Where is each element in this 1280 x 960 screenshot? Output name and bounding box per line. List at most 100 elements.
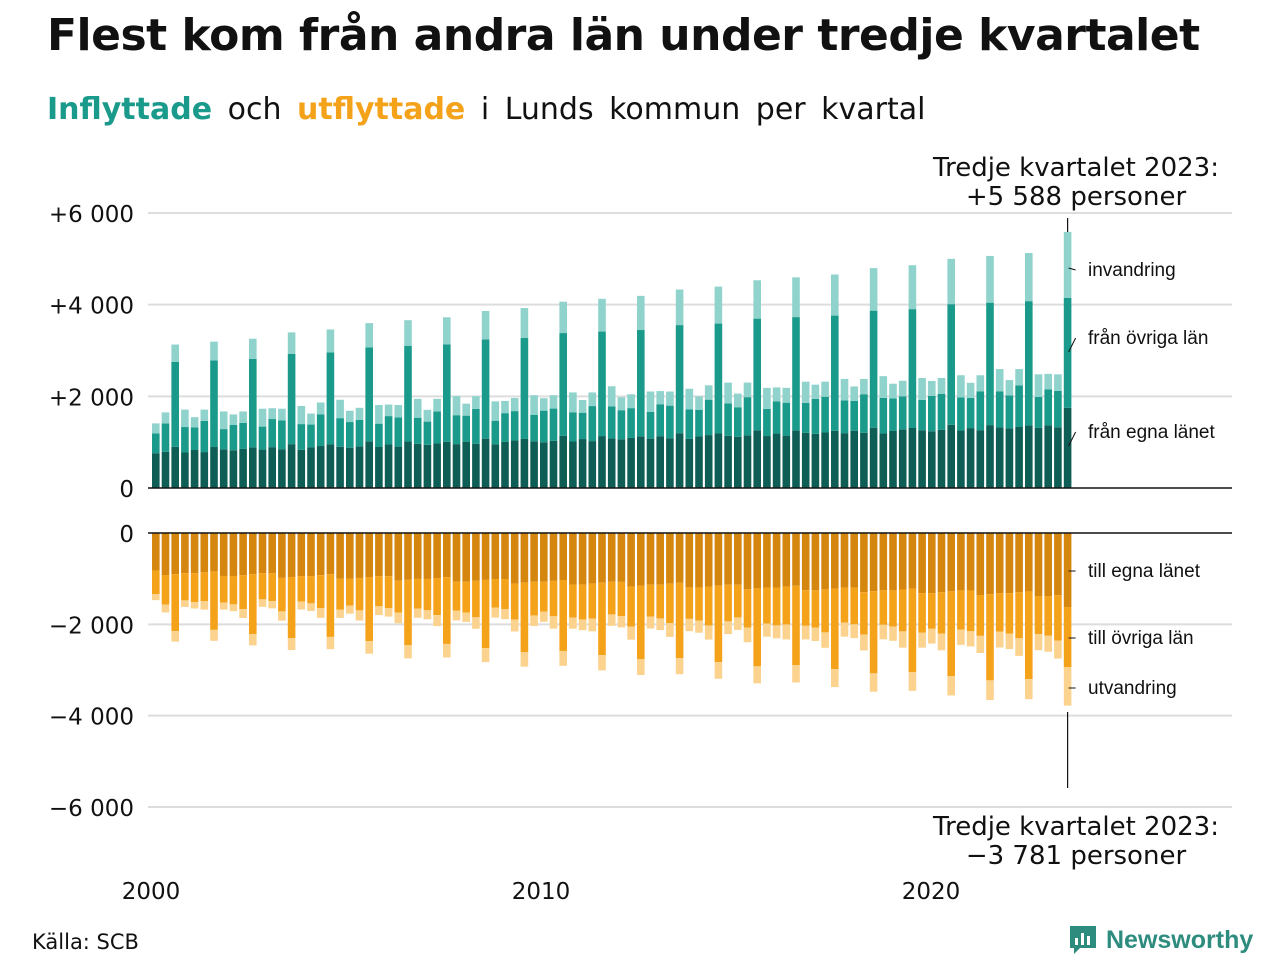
bar-out-own-county [598,533,606,583]
bar-out-emigration [443,643,451,658]
bar-out-emigration [423,610,432,620]
bar-in-own-county [219,449,228,488]
bar-in-other-counties [501,413,509,442]
bar-out-own-county [307,533,315,577]
bar-out-own-county [801,533,810,591]
bar-out-other-counties [462,581,470,613]
bar-in-other-counties [578,412,587,440]
bar-out-other-counties [239,575,247,610]
bar-in-other-counties [734,407,742,437]
bar-out-own-county [268,533,276,574]
bar-in-immigration [908,265,917,310]
axes [148,487,1232,534]
bar-in-other-counties [918,399,926,431]
bar-in-other-counties [753,318,761,431]
bar-out-emigration [831,669,839,688]
bar-out-own-county [763,533,771,588]
bar-in-immigration [656,391,664,405]
bar-out-other-counties [976,595,985,636]
bar-in-own-county [530,441,538,488]
bar-in-immigration [365,323,373,348]
bar-in-other-counties [210,360,218,448]
bar-out-own-county [879,533,888,591]
bar-out-own-county [928,533,936,594]
bar-in-own-county [695,436,703,488]
bar-in-other-counties [336,418,344,447]
bar-in-immigration [520,308,529,339]
bar-in-own-county [772,433,781,488]
page-title: Flest kom från andra län under tredje kv… [47,10,1200,61]
bar-out-own-county [152,533,160,571]
bar-out-other-counties [937,592,946,634]
bar-out-emigration [520,652,529,667]
bar-in-own-county [966,428,975,488]
bar-out-emigration [365,641,373,654]
bar-in-immigration [530,395,538,415]
bar-out-emigration [530,615,538,626]
bar-out-other-counties [433,578,441,616]
bar-in-own-county [840,433,849,488]
bar-out-other-counties [743,589,752,628]
bar-in-own-county [481,438,490,488]
bar-out-emigration [908,672,917,691]
bar-out-emigration [928,628,936,644]
bar-out-own-county [957,533,965,591]
bar-out-own-county [258,533,267,574]
bar-out-other-counties [316,575,325,609]
bar-in-immigration [549,395,558,409]
bar-out-other-counties [782,586,791,625]
bar-in-immigration [801,381,810,403]
bar-out-other-counties [210,571,218,630]
bar-in-other-counties [675,325,684,434]
bar-in-immigration [957,375,965,398]
bar-in-immigration [734,393,742,408]
brand-name: Newsworthy [1106,925,1254,954]
bar-out-other-counties [617,581,626,617]
bar-out-other-counties [869,591,878,674]
bar-in-own-county [316,446,325,488]
bar-out-own-county [229,533,238,577]
bar-in-immigration [860,378,868,395]
bar-out-own-county [724,533,732,585]
bar-out-emigration [268,601,276,609]
bar-out-other-counties [966,590,975,632]
bar-out-own-county [433,533,441,579]
bar-in-immigration [287,332,296,354]
bar-out-emigration [355,610,364,621]
bar-in-other-counties [161,423,170,452]
subtitle-rest: i Lunds kommun per kvartal [480,92,926,127]
bar-in-own-county [763,436,771,488]
bar-out-other-counties [1054,595,1062,641]
bar-in-own-county [637,436,645,488]
series-label-emigration: utvandring [1088,678,1177,699]
annotation-in: Tredje kvartalet 2023: [932,153,1219,183]
bar-in-own-county [947,424,955,488]
bar-out-other-counties [724,584,732,622]
bar-out-emigration [588,618,597,632]
newsworthy-logo: Newsworthy [1068,924,1253,956]
bar-out-emigration [675,657,684,675]
bar-in-other-counties [510,411,519,441]
bar-in-immigration [850,386,858,401]
bar-out-emigration [1025,679,1033,700]
bar-out-own-county [423,533,432,579]
bar-out-emigration [976,635,985,654]
bar-out-own-county [986,533,994,595]
bar-in-own-county [782,435,791,488]
bar-in-other-counties [200,420,209,453]
bar-in-own-county [879,433,888,488]
bar-out-emigration [869,673,878,692]
series-label-own-county-in: från egna länet [1088,422,1215,443]
bar-in-own-county [957,430,965,488]
bar-in-other-counties [258,426,267,450]
bar-in-immigration [540,398,548,411]
bar-out-own-county [947,533,955,592]
bar-in-other-counties [772,401,781,434]
bar-out-emigration [307,603,315,612]
bar-in-immigration [763,387,771,409]
bar-out-own-county [190,533,199,574]
bar-out-own-county [540,533,548,582]
bar-in-own-county [433,443,441,488]
bar-in-other-counties [394,417,403,447]
bar-in-immigration [161,412,170,424]
